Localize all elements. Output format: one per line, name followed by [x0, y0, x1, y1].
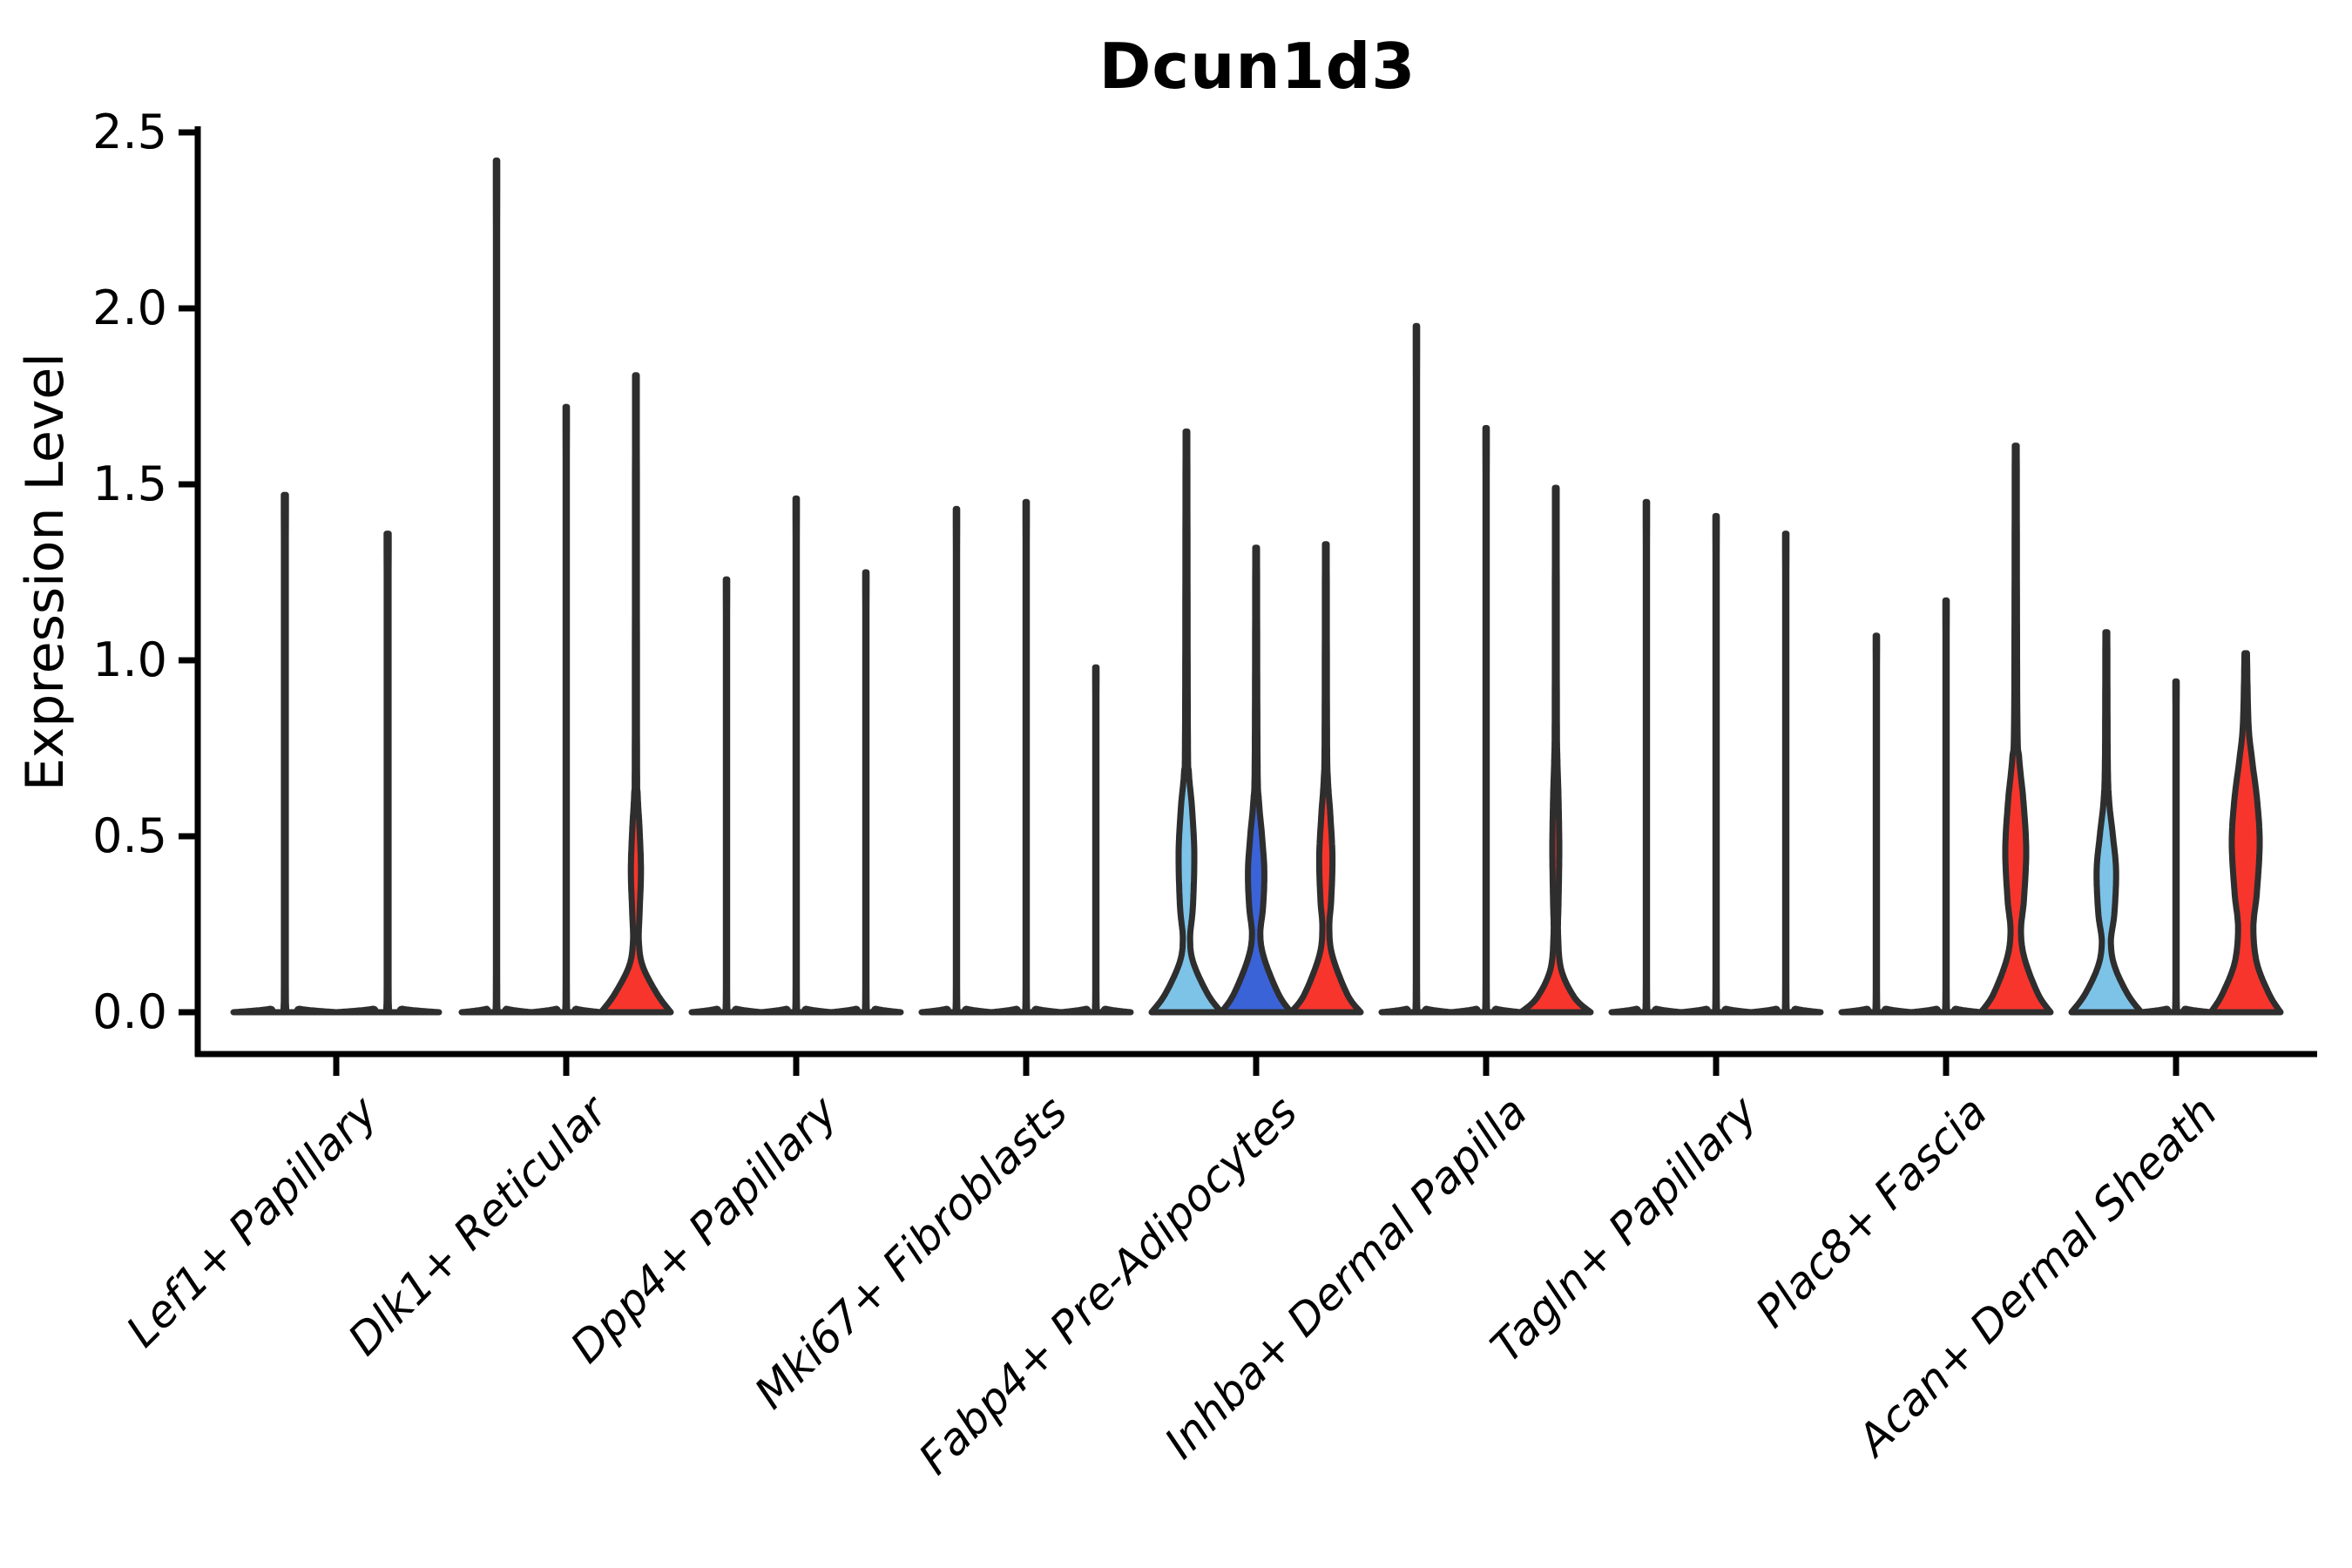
y-tick-label: 0.0: [92, 984, 167, 1039]
violin-plain: [988, 498, 1064, 1016]
violin-plain: [528, 403, 605, 1016]
y-tick-label: 2.0: [92, 280, 167, 335]
y-tick-label: 1.5: [92, 456, 167, 511]
y-tick-label: 1.0: [92, 632, 167, 687]
violin-plain: [1838, 632, 1915, 1016]
violin-dark_blue: [1218, 544, 1294, 1016]
violin-plain: [230, 491, 340, 1016]
chart-title: Dcun1d3: [1098, 30, 1416, 103]
violin-plain: [1608, 498, 1685, 1016]
violin-plain: [1058, 664, 1134, 1016]
violin-plain: [333, 531, 443, 1016]
y-axis-label-wrap: Expression Level: [5, 132, 85, 1012]
violin-plain: [1378, 322, 1455, 1016]
violin-plain: [758, 495, 835, 1016]
violin-red: [598, 372, 674, 1016]
violin-plain: [1448, 424, 1524, 1016]
violin-red: [1517, 484, 1594, 1016]
violin-plain: [1747, 531, 1824, 1016]
violin-light_blue: [2068, 629, 2145, 1016]
violin-plain: [918, 505, 995, 1016]
violin-light_blue: [1148, 428, 1225, 1016]
y-tick-label: 2.5: [92, 105, 167, 159]
violin-red: [2207, 650, 2284, 1016]
violin-plain: [2138, 678, 2214, 1016]
y-axis-label: Expression Level: [15, 353, 76, 792]
violin-plain: [1908, 597, 1984, 1016]
violin-plain: [458, 157, 535, 1016]
violin-plain: [1678, 512, 1754, 1016]
y-tick-label: 0.5: [92, 808, 167, 863]
violin-red: [1977, 443, 2054, 1016]
violin-red: [1288, 541, 1364, 1016]
violin-plain: [828, 569, 904, 1016]
violin-plain: [688, 576, 765, 1016]
